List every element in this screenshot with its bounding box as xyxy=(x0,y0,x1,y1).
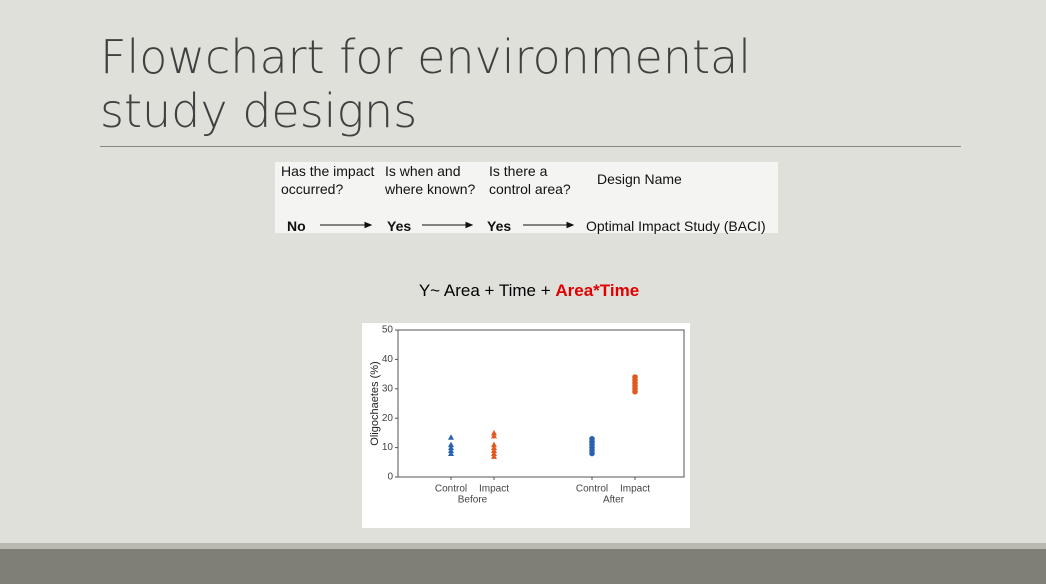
y-axis-label: Oligochaetes (%) xyxy=(369,361,381,445)
flow-header: Has the impact occurred? xyxy=(281,163,375,197)
flow-answer: Yes xyxy=(387,218,412,234)
chart: 0 10 20 30 40 50 Oligochaetes (%) Control Impact… xyxy=(369,325,685,506)
footer-band xyxy=(0,543,1046,549)
point xyxy=(491,432,497,439)
point xyxy=(491,450,497,456)
point xyxy=(491,453,497,459)
y-tick-label: 30 xyxy=(382,383,394,394)
point xyxy=(491,429,497,436)
point xyxy=(632,374,638,380)
point xyxy=(448,447,454,454)
y-tick-label: 10 xyxy=(382,442,394,453)
x-tick-label: Control xyxy=(435,484,467,495)
x-tick-label: Control xyxy=(576,484,608,495)
y-tick-label: 20 xyxy=(382,413,394,424)
point xyxy=(491,441,497,448)
flow-header: Is when and where known? xyxy=(385,163,476,197)
slide-title: Flowchart for environmental study design… xyxy=(100,30,752,138)
flow-header: Design Name xyxy=(597,171,682,187)
formula: Y~ Area + Time + Area*Time xyxy=(300,281,758,301)
formula-text: Y~ Area + Time + xyxy=(418,281,556,300)
plot-frame xyxy=(397,329,685,478)
point xyxy=(448,434,454,440)
x-tick-label: Impact xyxy=(479,484,509,495)
point xyxy=(491,444,497,451)
flow-answer: Yes xyxy=(487,218,512,234)
point xyxy=(448,441,454,448)
y-tick-label: 40 xyxy=(382,354,394,365)
group-label: After xyxy=(603,495,625,506)
point xyxy=(491,447,497,454)
point xyxy=(589,435,595,442)
flow-header: Is there a control area? xyxy=(489,163,571,197)
group-label: Before xyxy=(458,495,488,506)
y-tick-label: 50 xyxy=(382,325,394,336)
flow-answer: Optimal Impact Study (BACI) xyxy=(586,218,766,234)
flow-arrows xyxy=(320,221,575,229)
point xyxy=(448,444,454,451)
flow-answer: No xyxy=(287,218,306,234)
point xyxy=(448,450,454,456)
y-tick-label: 0 xyxy=(387,472,393,483)
formula-highlight: Area*Time xyxy=(555,281,640,300)
flowchart: Has the impact occurred? Is when and whe… xyxy=(275,162,778,234)
x-tick-label: Impact xyxy=(620,484,650,495)
title-rule xyxy=(100,146,961,147)
footer-bar xyxy=(0,549,1046,584)
chart-image: 0 10 20 30 40 50 Oligochaetes (%) Control Impact… xyxy=(362,323,690,528)
